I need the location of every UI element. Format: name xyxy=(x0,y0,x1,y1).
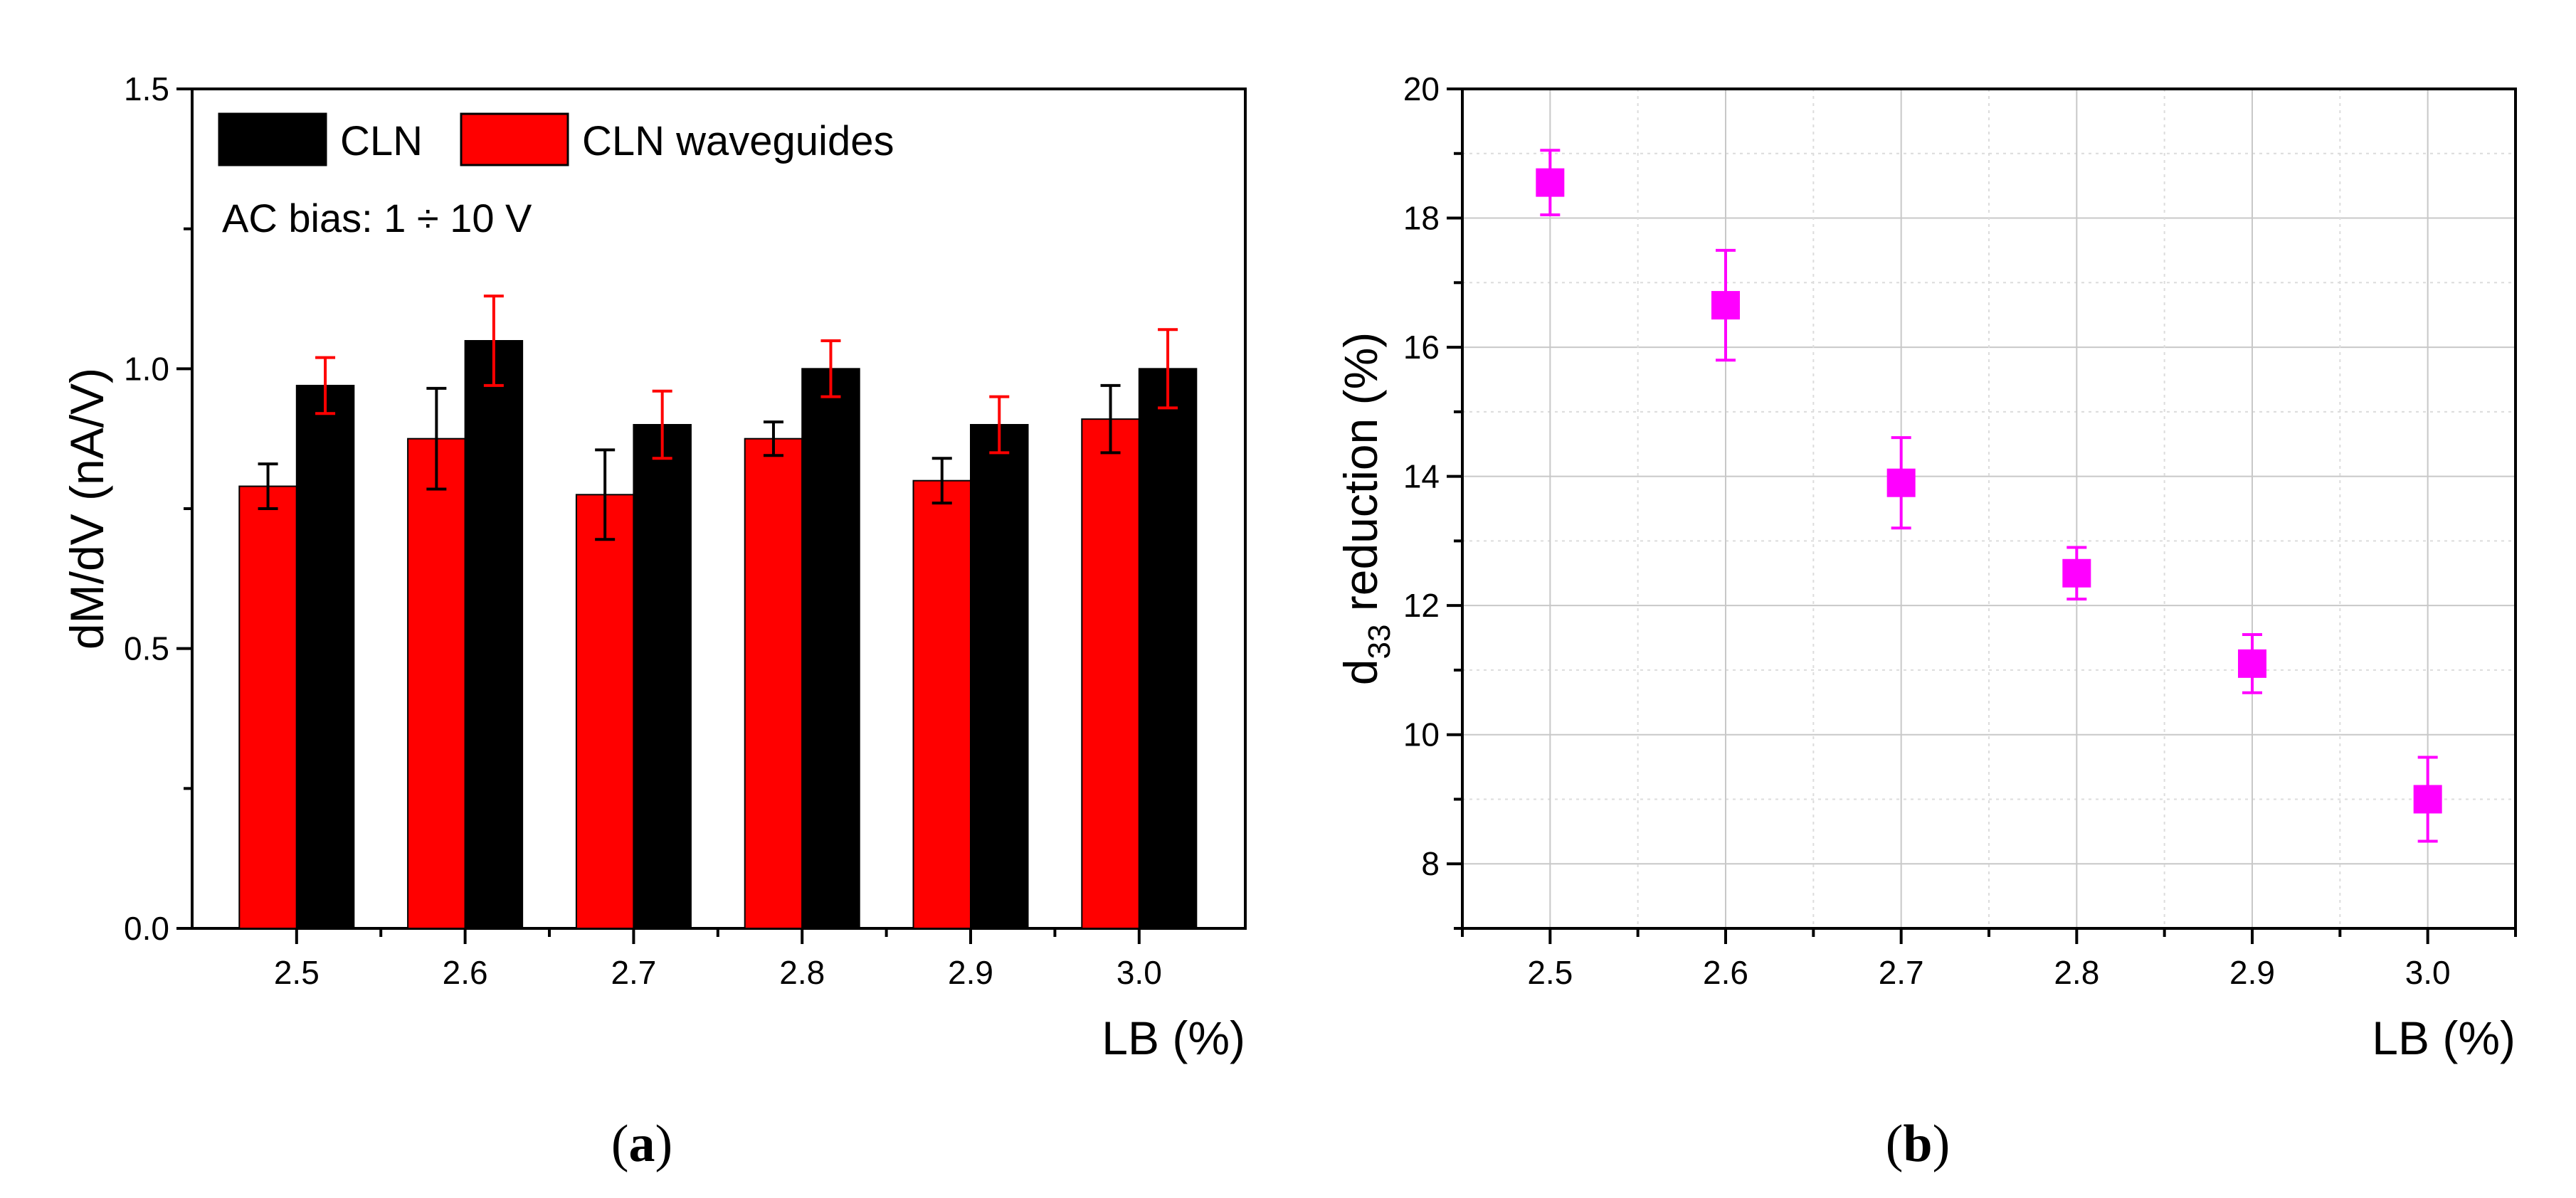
bar-cln-waveguides xyxy=(575,494,635,929)
bar-cln-waveguides xyxy=(238,485,297,929)
x-tick-label-a: 2.7 xyxy=(611,954,656,991)
x-tick-label-a: 2.8 xyxy=(779,954,825,991)
ac-bias-annotation: AC bias: 1 ÷ 10 V xyxy=(222,196,532,240)
legend-label-cln: CLN xyxy=(340,118,423,164)
data-point-b xyxy=(1711,291,1740,320)
bar-cln xyxy=(970,424,1029,929)
y-tick-label-b: 8 xyxy=(1421,845,1440,882)
y-label-rest: reduction (%) xyxy=(1334,332,1387,625)
x-tick-label-a: 2.5 xyxy=(274,954,320,991)
panel-letter-a: a xyxy=(629,1115,655,1173)
x-tick-label-a: 2.6 xyxy=(443,954,488,991)
bar-cln-waveguides xyxy=(912,479,972,929)
bar-cln-waveguides xyxy=(407,438,466,929)
x-tick-label-b: 3.0 xyxy=(2405,954,2451,991)
bar-chart-panel-a: 0.0 0.5 1.0 1.5 2.5 2.6 2.7 2.8 2.9 3.0 CLN CLN … xyxy=(60,70,1247,1173)
points-group xyxy=(1536,149,2442,843)
grid-b xyxy=(1462,88,2516,928)
legend-swatch-cln xyxy=(218,112,327,166)
x-tick-label-b: 2.7 xyxy=(1879,954,1924,991)
data-point-b xyxy=(1886,468,1916,497)
scatter-chart-panel-b: 8 10 12 14 16 18 20 2.5 2.6 2.7 2.8 2.9 3.0 d33 red… xyxy=(1334,70,2517,1173)
x-axis-label-a: LB (%) xyxy=(1102,1012,1245,1064)
panel-label-b: (b) xyxy=(1886,1115,1950,1173)
x-tick-label-a: 3.0 xyxy=(1117,954,1162,991)
y-axis-label-b: d33 reduction (%) xyxy=(1334,332,1397,686)
x-tick-label-b: 2.6 xyxy=(1703,954,1748,991)
bar-cln-waveguides xyxy=(744,438,803,929)
data-point-b xyxy=(1536,168,1565,197)
x-axis-label-b: LB (%) xyxy=(2372,1012,2516,1064)
panel-label-a: (a) xyxy=(611,1115,672,1173)
data-point-b xyxy=(2413,785,2442,814)
x-axis-b: 2.5 2.6 2.7 2.8 2.9 3.0 xyxy=(1461,928,2517,991)
bar-cln xyxy=(295,384,355,929)
y-tick-label-a: 1.0 xyxy=(124,350,169,387)
bar-cln-waveguides xyxy=(1081,418,1140,929)
x-tick-label-b: 2.8 xyxy=(2054,954,2099,991)
y-tick-label-a: 0.0 xyxy=(124,910,169,947)
y-axis-label-a: dM/dV (nA/V) xyxy=(60,368,113,650)
y-tick-label-a: 0.5 xyxy=(124,630,169,667)
x-axis-a: 2.5 2.6 2.7 2.8 2.9 3.0 xyxy=(274,928,1162,991)
legend-a: CLN CLN waveguides xyxy=(218,112,894,166)
bar-cln xyxy=(633,424,692,929)
data-point-b xyxy=(2062,558,2091,588)
y-tick-label-a: 1.5 xyxy=(124,70,169,107)
x-tick-label-b: 2.5 xyxy=(1527,954,1573,991)
bar-cln xyxy=(1138,368,1198,929)
x-tick-label-a: 2.9 xyxy=(948,954,993,991)
y-tick-label-b: 12 xyxy=(1403,587,1440,624)
y-tick-label-b: 14 xyxy=(1403,458,1440,495)
bar-cln xyxy=(464,340,524,929)
y-label-subscript: 33 xyxy=(1362,625,1397,659)
y-tick-label-b: 20 xyxy=(1403,70,1440,107)
bars-group xyxy=(238,295,1198,929)
panel-letter-b: b xyxy=(1903,1115,1932,1173)
y-tick-label-b: 16 xyxy=(1403,329,1440,366)
x-tick-label-b: 2.9 xyxy=(2229,954,2275,991)
y-tick-label-b: 10 xyxy=(1403,716,1440,753)
bar-cln xyxy=(801,368,860,929)
y-label-d: d xyxy=(1334,659,1387,686)
y-axis-b: 8 10 12 14 16 18 20 xyxy=(1403,70,1462,930)
y-tick-label-b: 18 xyxy=(1403,200,1440,237)
data-point-b xyxy=(2238,649,2266,678)
legend-swatch-cln-waveguides xyxy=(460,112,569,166)
y-axis-a: 0.0 0.5 1.0 1.5 xyxy=(124,70,192,947)
legend-label-cln-waveguides: CLN waveguides xyxy=(582,118,894,164)
